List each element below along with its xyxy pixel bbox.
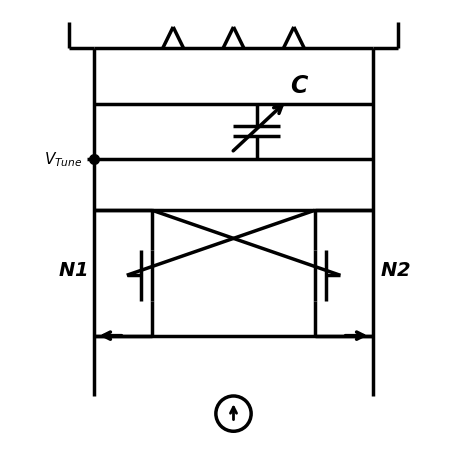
Text: $\bfit{C}$: $\bfit{C}$: [290, 74, 309, 99]
Text: $\bfit{N1}$: $\bfit{N1}$: [57, 262, 87, 280]
Text: $\bfit{N2}$: $\bfit{N2}$: [380, 262, 410, 280]
Text: $V_{Tune}$: $V_{Tune}$: [44, 150, 83, 169]
